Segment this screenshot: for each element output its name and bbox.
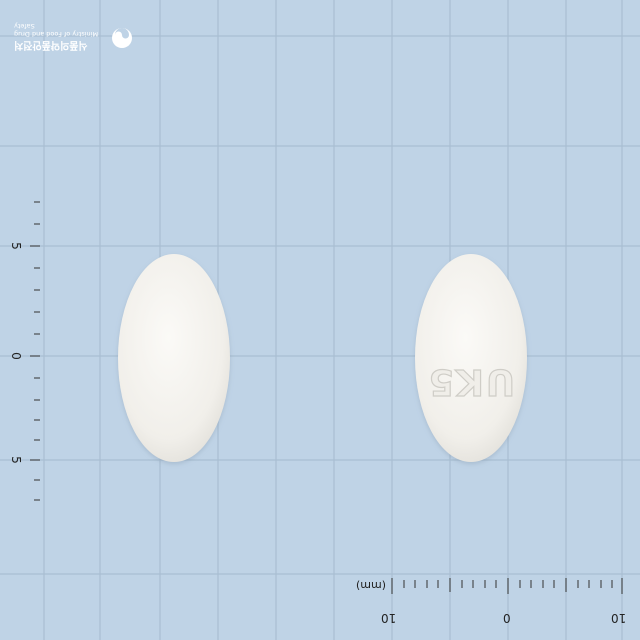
tablet-imprint: UK5 [427, 361, 515, 402]
tablet-left [118, 254, 230, 462]
horizontal-scale-label-middle: 0 [503, 611, 511, 625]
vertical-scale-label-top: 5 [8, 242, 23, 250]
horizontal-scale-label-left: 10 [381, 611, 397, 625]
tablet-right [415, 254, 527, 462]
horizontal-ruler [391, 578, 623, 594]
vertical-scale-label-middle: 0 [8, 352, 23, 360]
vertical-scale-label-bottom: 5 [8, 456, 23, 464]
horizontal-scale-unit: (mm) [356, 579, 387, 592]
mfds-taegeuk-icon [112, 28, 132, 48]
watermark-korean: 식품의약품안전처 [14, 39, 88, 50]
watermark-english: Ministry of Food and Drug Safety [14, 22, 99, 38]
vertical-ruler [30, 201, 40, 501]
watermark-text: 식품의약품안전처 Ministry of Food and Drug Safet… [14, 22, 114, 54]
horizontal-scale-label-right: 10 [611, 611, 627, 625]
